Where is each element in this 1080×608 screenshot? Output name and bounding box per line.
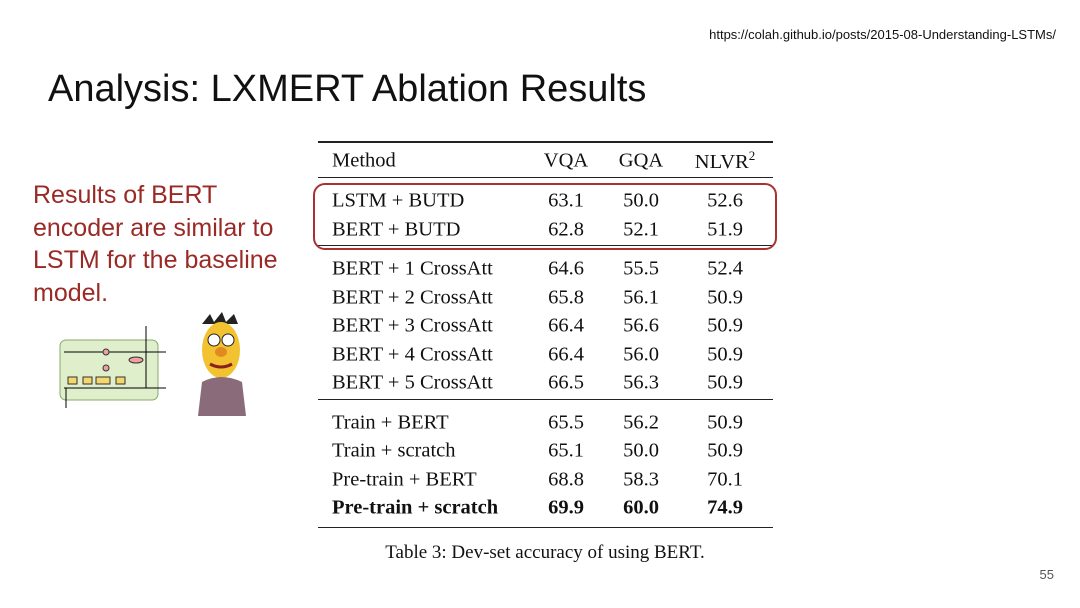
note-line: Results of BERT [33, 181, 218, 209]
table-rule [318, 141, 773, 143]
table-value: 63.1 [548, 189, 584, 212]
column-header: GQA [618, 149, 664, 172]
table-value: 56.1 [623, 286, 659, 308]
table-value: 50.9 [707, 314, 743, 337]
table-value: 50.9 [707, 411, 743, 433]
page-number: 55 [1039, 567, 1054, 582]
table-value: 65.5 [548, 411, 584, 433]
source-url: https://colah.github.io/posts/2015-08-Un… [709, 27, 1056, 42]
table-value: 52.1 [623, 218, 659, 240]
table-value: 56.0 [623, 343, 659, 365]
table-value: 50.9 [707, 439, 743, 462]
table-value: 66.5 [548, 371, 584, 394]
method-name: BERT + 4 CrossAtt [332, 343, 493, 365]
table-value: 60.0 [623, 496, 659, 519]
table-value: 50.9 [707, 343, 743, 365]
highlight-box [313, 183, 777, 250]
table-value: 70.1 [707, 468, 743, 490]
table-value: 64.6 [548, 257, 584, 280]
slide-title: Analysis: LXMERT Ablation Results [48, 68, 647, 110]
table-value: 56.6 [623, 314, 659, 337]
column-header: NLVR2 [695, 148, 755, 174]
table-value: 74.9 [707, 496, 743, 519]
lstm-diagram [59, 326, 166, 408]
table-value: 56.3 [623, 371, 659, 394]
method-name: Pre-train + scratch [332, 496, 499, 519]
note-line: encoder are similar to [33, 213, 274, 242]
method-name: BERT + BUTD [332, 218, 461, 240]
table-rule [318, 177, 773, 178]
method-name: Train + BERT [332, 411, 449, 433]
table-value: 58.3 [623, 468, 659, 490]
bert-image [198, 312, 246, 416]
table-value: 66.4 [548, 343, 584, 365]
table-value: 66.4 [548, 314, 584, 337]
table-value: 52.4 [707, 257, 743, 280]
method-name: LSTM + BUTD [332, 189, 465, 212]
method-name: Pre-train + BERT [332, 468, 477, 490]
table-value: 56.2 [623, 411, 659, 433]
table-value: 51.9 [707, 218, 743, 240]
table-value: 55.5 [623, 257, 659, 280]
column-header: VQA [543, 149, 589, 172]
method-name: BERT + 5 CrossAtt [332, 371, 493, 394]
table-rule [318, 398, 773, 400]
table-value: 65.1 [548, 439, 584, 462]
table-value: 50.9 [707, 286, 743, 308]
column-header-text: NLVR [694, 150, 749, 173]
table-value: 65.8 [548, 286, 584, 308]
method-name: BERT + 1 CrossAtt [332, 257, 493, 280]
table-value: 52.6 [707, 189, 743, 212]
table-caption: Table 3: Dev-set accuracy of using BERT. [385, 542, 705, 563]
table-value: 50.9 [707, 371, 743, 394]
method-name: Train + scratch [332, 439, 456, 462]
column-header-sup: 2 [748, 148, 756, 164]
note-line: LSTM for the baseline [33, 246, 278, 274]
method-name: BERT + 3 CrossAtt [332, 314, 493, 337]
note-line: model. [33, 278, 109, 307]
table-value: 68.8 [548, 468, 584, 490]
table-rule [318, 245, 773, 246]
table-value: 69.9 [548, 496, 584, 519]
table-rule [318, 526, 773, 528]
method-name: BERT + 2 CrossAtt [332, 286, 493, 308]
table-value: 62.8 [548, 218, 584, 240]
column-header: Method [332, 149, 396, 172]
table-value: 50.0 [623, 189, 659, 212]
table-value: 50.0 [623, 439, 659, 462]
note: Results of BERT encoder are similar to LST… [33, 179, 278, 309]
